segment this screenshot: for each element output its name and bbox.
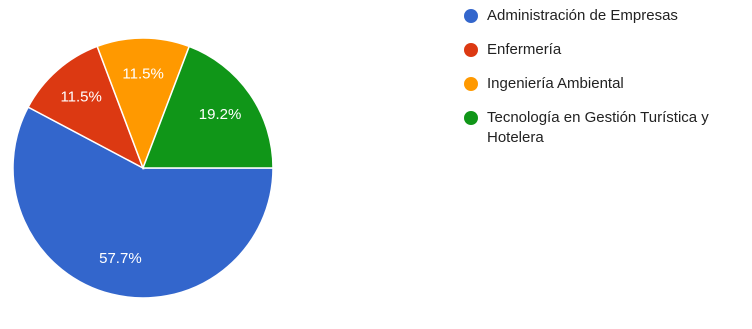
legend-swatch-enfermeria xyxy=(464,43,478,57)
legend-label-tecnologia-turistica: Tecnología en Gestión Turística y Hotele… xyxy=(487,109,709,146)
legend-item-tecnologia-turistica[interactable]: Tecnología en Gestión Turística y Hotele… xyxy=(464,108,748,148)
pie-slice-tecnologia-turistica[interactable] xyxy=(141,45,274,169)
legend-item-ingenieria-ambiental[interactable]: Ingeniería Ambiental xyxy=(464,74,748,94)
legend-swatch-ingenieria-ambiental xyxy=(464,77,478,91)
slice-label-tecnologia-turistica: 19.2% xyxy=(199,106,242,123)
pie-slice-administracion[interactable] xyxy=(12,106,274,299)
legend: Administración de Empresas Enfermería Inge… xyxy=(464,6,748,162)
legend-swatch-administracion xyxy=(464,9,478,23)
legend-swatch-tecnologia-turistica xyxy=(464,111,478,125)
slice-label-ingenieria-ambiental: 11.5% xyxy=(122,65,163,82)
legend-label-ingenieria-ambiental: Ingeniería Ambiental xyxy=(487,75,624,92)
legend-item-enfermeria[interactable]: Enfermería xyxy=(464,40,748,60)
pie-slice-ingenieria-ambiental[interactable] xyxy=(96,37,191,171)
slice-label-administracion: 57.7% xyxy=(99,250,142,267)
legend-item-administracion[interactable]: Administración de Empresas xyxy=(464,6,748,26)
legend-label-administracion: Administración de Empresas xyxy=(487,7,678,24)
legend-label-enfermeria: Enfermería xyxy=(487,41,562,58)
pie-slice-enfermeria[interactable] xyxy=(27,45,145,170)
pie-plot-area: 57.7% 11.5% 11.5% 19.2% xyxy=(12,37,274,299)
slice-label-enfermeria: 11.5% xyxy=(60,89,101,106)
